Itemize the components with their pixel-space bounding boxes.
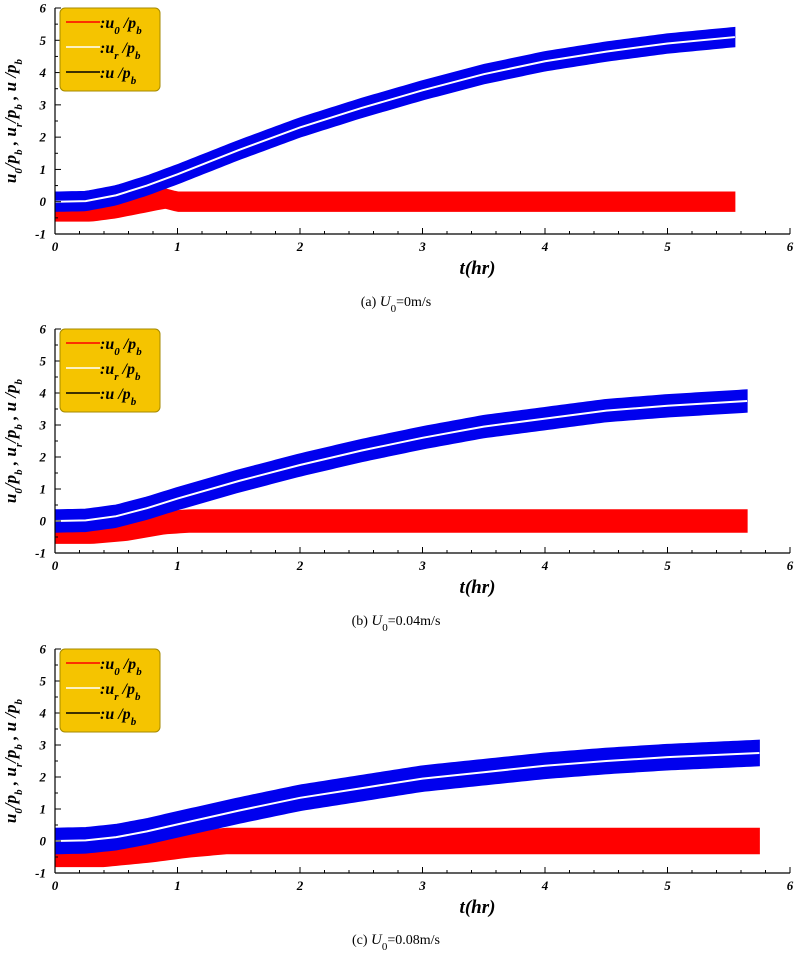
x-tick-label: 6 — [787, 239, 794, 254]
y-tick-label: 0 — [40, 834, 47, 849]
legend-label: :ur /pb — [100, 681, 141, 703]
x-tick-label: 3 — [418, 878, 426, 893]
x-tick-label: 5 — [664, 878, 671, 893]
legend-box — [59, 648, 161, 733]
caption: (b) U0=0.04m/s — [352, 613, 441, 634]
legend-label: :u /pb — [100, 386, 137, 408]
series-u0-band — [55, 827, 760, 868]
x-tick-label: 1 — [174, 558, 181, 573]
x-tick-label: 1 — [174, 878, 181, 893]
y-tick-label: 6 — [40, 322, 47, 337]
legend-label: :ur /pb — [100, 361, 141, 383]
legend-box — [59, 328, 161, 413]
legend-label: :u0 /pb — [100, 656, 142, 678]
chart-panel-b: 0 1 2 3 4 5 6 -1 0 1 2 3 4 5 6 t(hr) u0/pb , ur/pb , u /… — [1, 322, 794, 635]
x-tick-label: 6 — [787, 558, 794, 573]
series-ur-line — [55, 752, 760, 842]
x-axis-label: t(hr) — [460, 577, 496, 598]
y-tick-label: 6 — [40, 642, 47, 657]
x-axis-label: t(hr) — [460, 258, 496, 279]
series-u-band — [55, 389, 748, 533]
legend: :u0 /pb :ur /pb :u /pb — [59, 648, 161, 733]
y-tick-label: 4 — [39, 706, 47, 721]
plot-area — [55, 739, 760, 868]
y-tick-label: 3 — [39, 738, 47, 753]
y-tick-label: 3 — [39, 418, 47, 433]
y-tick-label: 1 — [40, 802, 47, 817]
y-tick-label: 4 — [39, 65, 47, 80]
y-axis-label: u0/pb , ur/pb , u /pb — [1, 378, 25, 503]
chart-panel-a: 0 1 2 3 4 5 6 -1 0 1 2 3 4 5 6 t(hr) u0/pb , ur/pb , u /… — [1, 1, 794, 316]
y-tick-label: 0 — [40, 514, 47, 529]
y-axis-label: u0/pb , ur/pb , u /pb — [1, 58, 25, 183]
x-tick-label: 0 — [52, 558, 59, 573]
y-tick-label: 2 — [39, 450, 47, 465]
x-tick-label: 2 — [296, 239, 304, 254]
series-u0-band — [55, 188, 736, 222]
y-tick-label: 1 — [40, 482, 47, 497]
caption: (c) U0=0.08m/s — [352, 932, 440, 953]
legend-box — [59, 7, 161, 92]
y-tick-label: 1 — [40, 162, 47, 177]
x-tick-label: 4 — [541, 558, 549, 573]
series-u-band — [55, 739, 760, 855]
y-tick-label: 0 — [40, 194, 47, 209]
y-tick-label: 6 — [40, 1, 47, 16]
y-tick-label: -1 — [35, 866, 46, 881]
y-tick-label: 3 — [39, 97, 47, 112]
legend-label: :u /pb — [100, 65, 137, 87]
series-u0-band — [55, 509, 748, 544]
caption: (a) U0=0m/s — [361, 294, 432, 315]
x-tick-label: 5 — [664, 239, 671, 254]
plot-area — [55, 26, 736, 222]
y-tick-label: 5 — [40, 354, 47, 369]
series-ur-line — [55, 36, 735, 203]
x-tick-label: 6 — [787, 878, 794, 893]
legend-label: :u0 /pb — [100, 336, 142, 358]
y-tick-label: -1 — [35, 546, 46, 561]
legend-label: :ur /pb — [100, 40, 141, 62]
y-tick-label: -1 — [35, 227, 46, 242]
legend: :u0 /pb :ur /pb :u /pb — [59, 7, 161, 92]
legend: :u0 /pb :ur /pb :u /pb — [59, 328, 161, 413]
x-tick-label: 5 — [664, 558, 671, 573]
y-axis-label: u0/pb , ur/pb , u /pb — [1, 698, 25, 823]
x-tick-label: 3 — [418, 558, 426, 573]
series-ur-line — [55, 400, 748, 522]
legend-label: :u0 /pb — [100, 15, 142, 37]
y-tick-label: 5 — [40, 674, 47, 689]
chart-panel-c: 0 1 2 3 4 5 6 -1 0 1 2 3 4 5 6 t(hr) u0/pb , ur/pb , u /… — [1, 642, 794, 954]
x-tick-label: 4 — [541, 878, 549, 893]
x-tick-label: 0 — [52, 878, 59, 893]
x-tick-label: 1 — [174, 239, 181, 254]
x-tick-label: 3 — [418, 239, 426, 254]
x-tick-label: 0 — [52, 239, 59, 254]
x-tick-label: 2 — [296, 878, 304, 893]
legend-label: :u /pb — [100, 706, 137, 728]
x-tick-label: 4 — [541, 239, 549, 254]
y-tick-label: 5 — [40, 33, 47, 48]
y-tick-label: 2 — [39, 770, 47, 785]
y-tick-label: 4 — [39, 386, 47, 401]
x-axis-label: t(hr) — [460, 897, 496, 918]
y-tick-label: 2 — [39, 130, 47, 145]
plot-area — [55, 389, 748, 544]
x-tick-label: 2 — [296, 558, 304, 573]
